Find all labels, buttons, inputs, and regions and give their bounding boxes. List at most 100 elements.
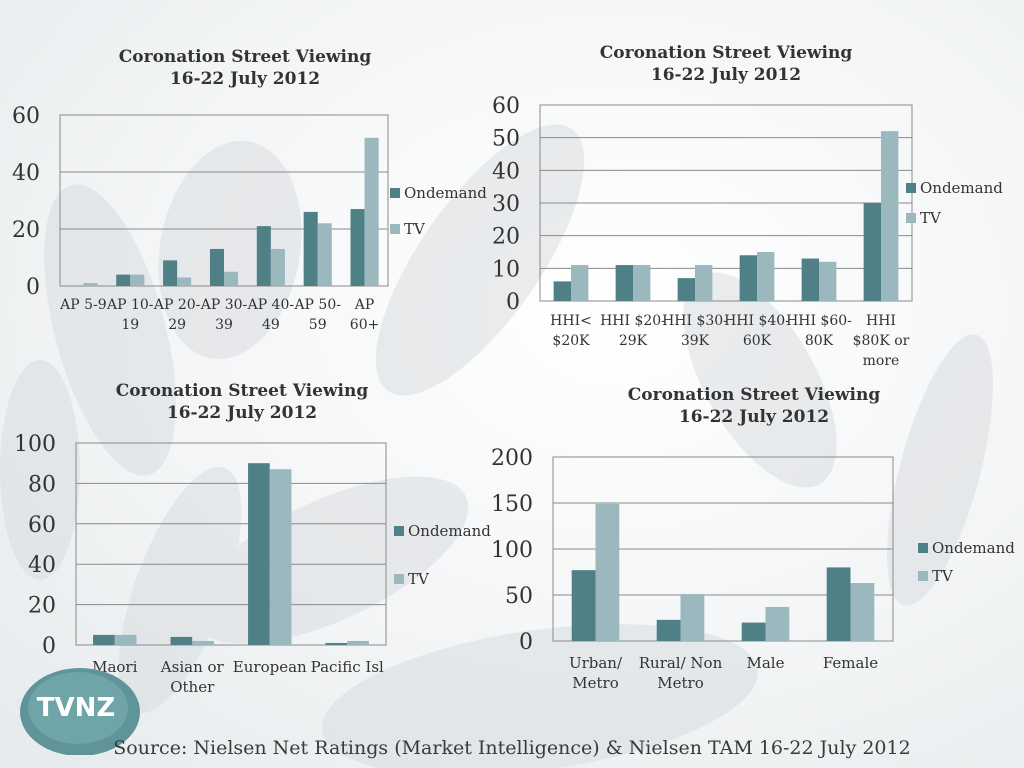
bar-tv-2 [177, 277, 192, 286]
x-category-label-line: AP 5-9 [59, 297, 107, 313]
bar-ondemand-5 [303, 211, 318, 286]
x-category-label-line: AP 40- [247, 297, 295, 313]
legend-label-ondemand: Ondemand [932, 539, 1015, 557]
bar-tv-6 [364, 137, 379, 286]
bar-ondemand-6 [350, 209, 365, 286]
bar-ondemand-0 [553, 281, 571, 301]
x-category-label-line: 80K [805, 333, 834, 349]
bar-tv-0 [114, 634, 137, 645]
source-caption: Source: Nielsen Net Ratings (Market Inte… [113, 737, 911, 759]
bar-tv-3 [224, 271, 239, 286]
x-category-label-line: AP 30- [200, 297, 248, 313]
legend-swatch-tv [390, 224, 400, 234]
x-category-label-line: Rural/ Non [639, 654, 723, 672]
x-category-label-line: Asian or [160, 658, 225, 676]
bar-ondemand-1 [170, 636, 193, 645]
bar-ondemand-2 [248, 463, 270, 645]
x-category-label: HHI $20- 29K [600, 313, 666, 349]
x-category-label-line: $80K or [853, 333, 910, 349]
x-category-label-line: HHI $20- [600, 313, 666, 329]
y-tick-label: 100 [14, 432, 56, 457]
bar-ondemand-3 [826, 567, 851, 641]
chart-title-line: Coronation Street Viewing [119, 47, 372, 67]
x-category-label: HHI $60- 80K [786, 313, 852, 349]
x-category-label-line: Other [170, 678, 215, 696]
x-category-label-line: European [233, 658, 307, 676]
bar-ondemand-2 [741, 622, 766, 641]
y-tick-label: 20 [28, 594, 56, 619]
chart-title-line: Coronation Street Viewing [116, 381, 369, 401]
legend-swatch-tv [918, 571, 928, 581]
y-tick-label: 10 [492, 257, 520, 282]
legend-swatch-ondemand [390, 188, 400, 198]
chart-title-line: 16-22 July 2012 [651, 65, 801, 85]
y-tick-label: 150 [491, 492, 533, 517]
x-category-label: Male [747, 654, 785, 672]
x-category-label-line: AP 10- [106, 297, 154, 313]
x-category-label-line: AP 50- [293, 297, 341, 313]
x-category-label-line: Metro [572, 674, 618, 692]
x-category-label: Maori [92, 658, 138, 676]
x-category-label: Rural/ Non Metro [639, 654, 723, 692]
x-category-label-line: AP [354, 297, 375, 313]
chart-title-line: 16-22 July 2012 [167, 403, 317, 423]
x-category-label: AP 5-9 [59, 297, 107, 313]
bar-tv-2 [765, 606, 790, 641]
x-category-label: Asian or Other [160, 658, 225, 696]
y-tick-label: 100 [491, 538, 533, 563]
x-category-label: Pacific Isl [311, 658, 384, 676]
y-tick-label: 20 [492, 225, 520, 250]
x-category-label: AP 40- 49 [247, 297, 295, 333]
y-tick-label: 0 [42, 634, 56, 659]
bar-tv-3 [347, 640, 369, 645]
y-tick-label: 50 [492, 127, 520, 152]
x-category-label-line: 60+ [350, 317, 380, 333]
x-category-label-line: Female [823, 654, 878, 672]
y-tick-label: 0 [519, 630, 533, 655]
x-category-label: AP 30- 39 [200, 297, 248, 333]
x-category-label-line: 29 [168, 317, 186, 333]
bar-ondemand-3 [209, 248, 224, 286]
bar-tv-1 [192, 640, 214, 645]
bar-ondemand-0 [93, 634, 115, 645]
x-category-label-line: 49 [262, 317, 280, 333]
x-category-label: AP 10- 19 [106, 297, 154, 333]
chart-title-line: Coronation Street Viewing [600, 43, 853, 63]
x-category-label: European [233, 658, 307, 676]
legend-label-tv: TV [932, 567, 954, 585]
x-category-label-line: Urban/ [569, 654, 623, 672]
y-tick-label: 60 [28, 513, 56, 538]
bar-tv-1 [680, 594, 705, 641]
bar-ondemand-0 [571, 570, 596, 641]
bar-tv-5 [317, 223, 332, 286]
legend-label-ondemand: Ondemand [404, 184, 487, 202]
x-category-label-line: $20K [552, 333, 590, 349]
bar-ondemand-2 [677, 278, 695, 301]
x-category-label-line: 29K [619, 333, 648, 349]
x-category-label-line: HHI [866, 313, 896, 329]
y-tick-label: 0 [506, 290, 520, 315]
y-tick-label: 60 [492, 94, 520, 119]
x-category-label: HHI< $20K [550, 313, 592, 349]
x-category-label: Urban/Metro [569, 654, 623, 692]
x-category-label-line: Metro [657, 674, 703, 692]
y-tick-label: 200 [491, 446, 533, 471]
chart-title-line: Coronation Street Viewing [628, 385, 881, 405]
bar-tv-2 [269, 469, 292, 645]
bar-tv-0 [595, 503, 620, 641]
bar-tv-5 [881, 131, 899, 301]
bar-tv-4 [270, 248, 285, 286]
y-tick-label: 40 [28, 553, 56, 578]
bar-ondemand-1 [656, 619, 681, 641]
bar-tv-3 [757, 252, 775, 301]
x-category-label: HHI $80K or more [853, 313, 910, 369]
bar-ondemand-1 [615, 265, 633, 301]
bar-tv-4 [819, 261, 837, 301]
y-tick-label: 50 [505, 584, 533, 609]
x-category-label-line: 39K [681, 333, 710, 349]
